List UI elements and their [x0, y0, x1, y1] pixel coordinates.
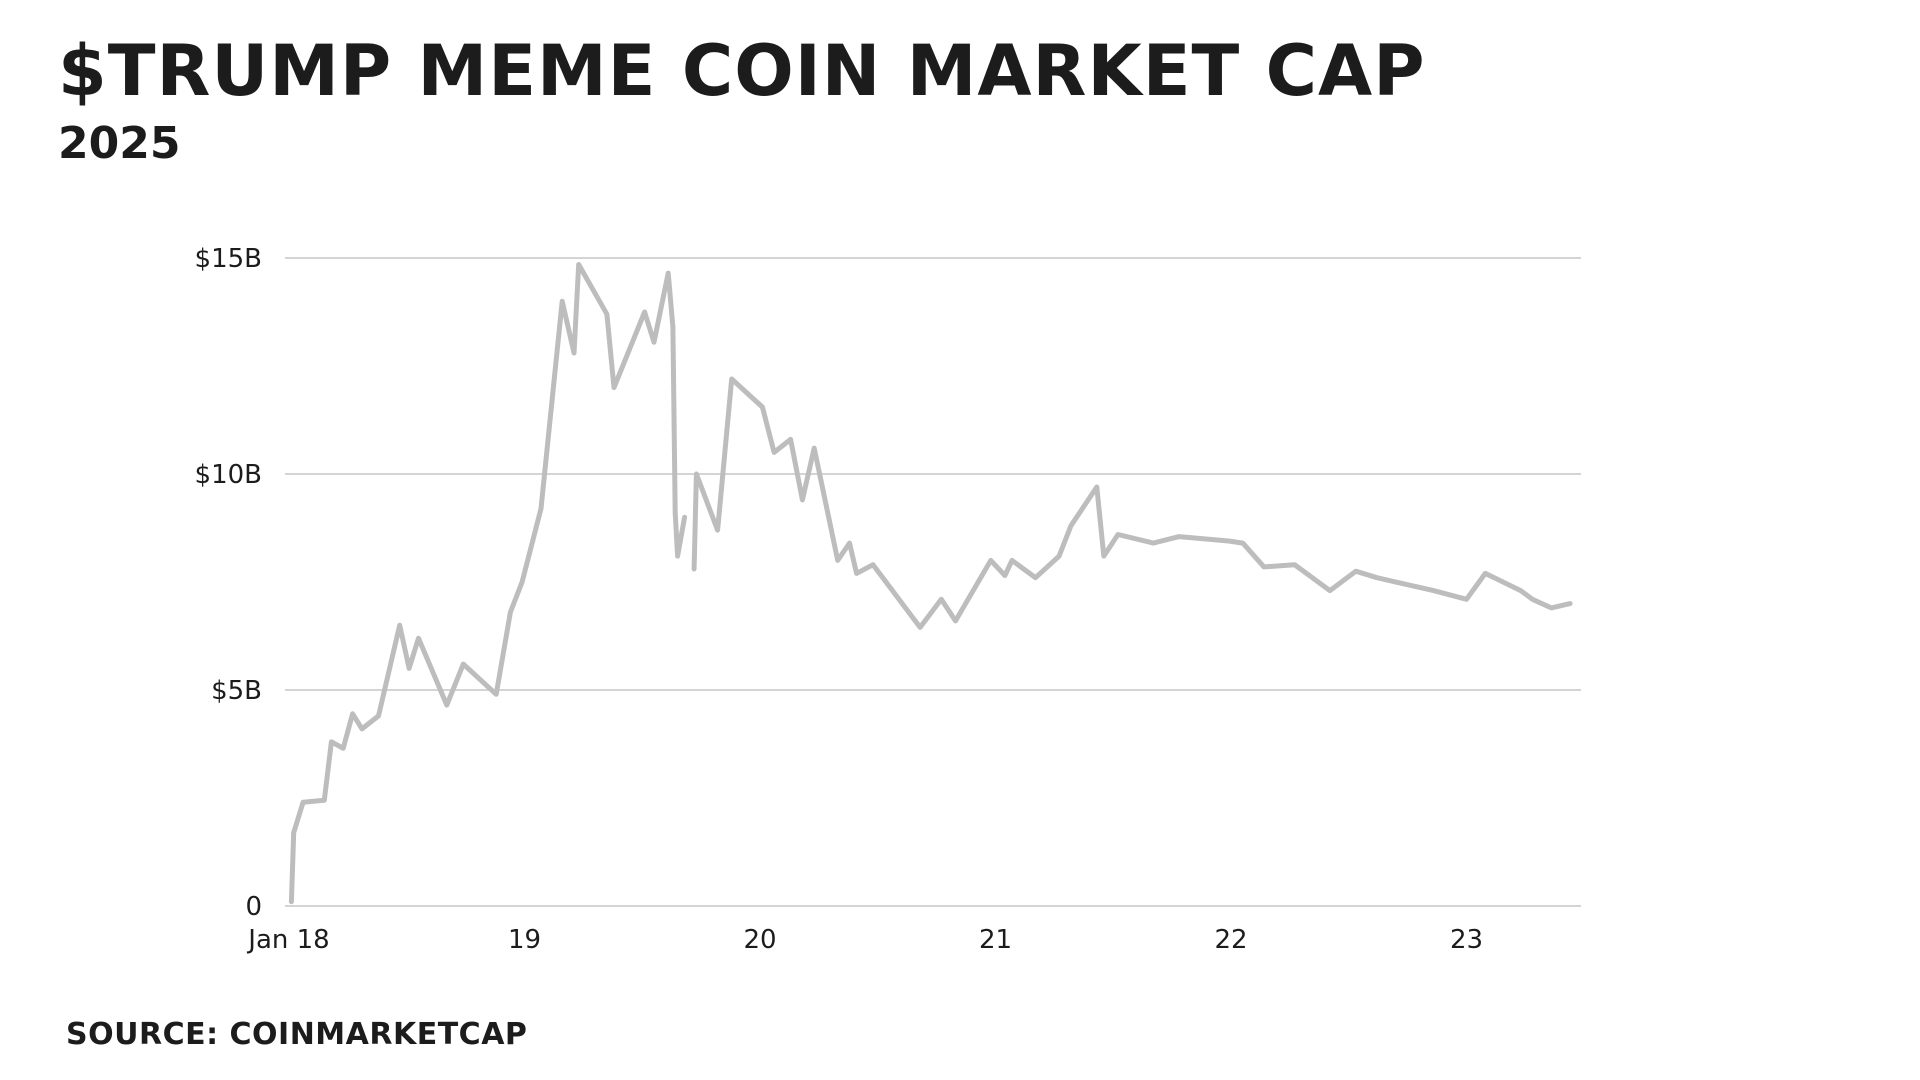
chart-title: $TRUMP MEME COIN MARKET CAP [58, 30, 1426, 112]
grid-layer [285, 257, 1581, 907]
chart-subtitle: 2025 [58, 118, 181, 169]
x-tick-label: Jan 18 [246, 925, 329, 955]
x-tick-label: 22 [1214, 925, 1247, 955]
y-axis: 0 $5B $10B $15B [195, 244, 262, 922]
x-tick-label: 19 [508, 925, 541, 955]
series-layer [288, 262, 1573, 905]
x-tick-label: 20 [743, 925, 776, 955]
y-tick-label: $10B [195, 460, 262, 490]
series-line [691, 376, 1573, 630]
y-tick-label: $5B [211, 676, 262, 706]
y-tick-label: $15B [195, 244, 262, 274]
series-line [288, 262, 688, 905]
x-tick-label: 21 [979, 925, 1012, 955]
x-axis: Jan 18 19 20 21 22 23 [246, 925, 1483, 955]
y-tick-label: 0 [245, 892, 262, 922]
source-note: SOURCE: COINMARKETCAP [66, 1017, 528, 1052]
x-tick-label: 23 [1450, 925, 1483, 955]
